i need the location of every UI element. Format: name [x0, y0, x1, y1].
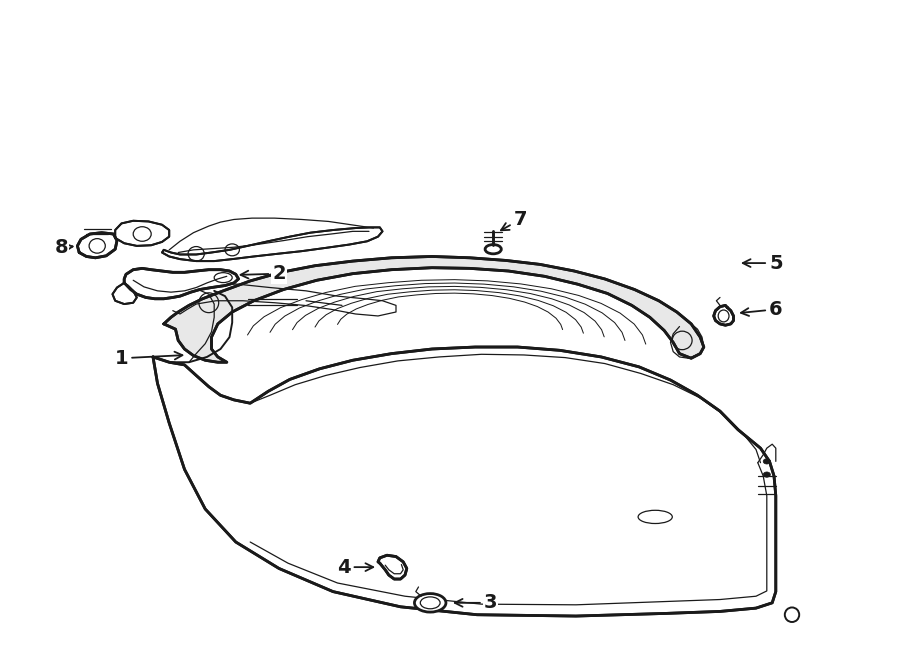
Polygon shape	[112, 283, 137, 304]
Text: 7: 7	[501, 210, 526, 230]
Ellipse shape	[414, 594, 446, 612]
Polygon shape	[164, 256, 704, 362]
Polygon shape	[124, 268, 238, 299]
Polygon shape	[714, 305, 734, 325]
Ellipse shape	[785, 607, 799, 622]
Text: 2: 2	[240, 264, 286, 283]
Text: 6: 6	[741, 300, 783, 319]
Polygon shape	[378, 555, 407, 579]
Ellipse shape	[485, 245, 501, 254]
Text: 8: 8	[54, 239, 73, 257]
Ellipse shape	[763, 472, 770, 477]
Polygon shape	[153, 347, 776, 616]
Ellipse shape	[763, 459, 770, 464]
Text: 1: 1	[114, 349, 183, 368]
Polygon shape	[162, 227, 382, 261]
Text: 3: 3	[454, 594, 498, 612]
Text: 4: 4	[337, 558, 374, 576]
Text: 5: 5	[742, 254, 783, 272]
Polygon shape	[115, 221, 169, 246]
Polygon shape	[77, 233, 117, 258]
